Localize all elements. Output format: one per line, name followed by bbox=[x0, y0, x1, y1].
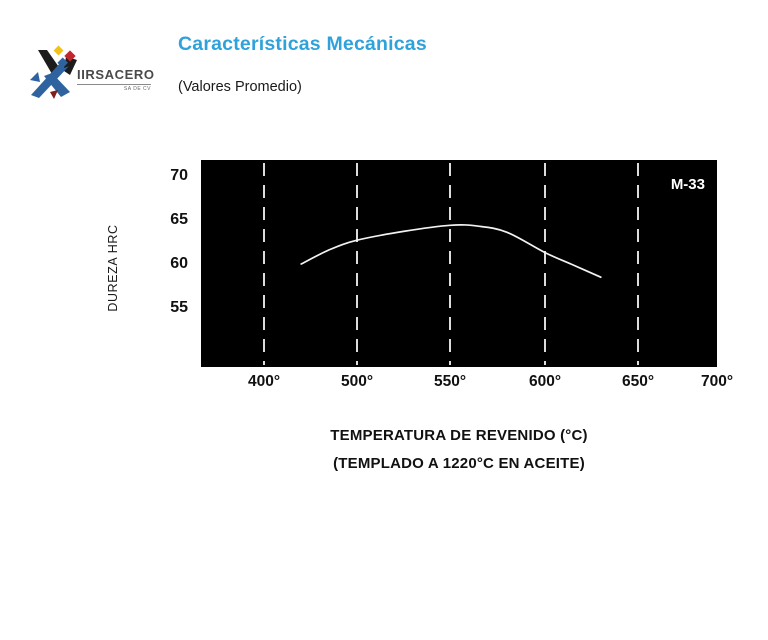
y-axis-ticks: 70 65 60 55 bbox=[146, 160, 188, 367]
y-tick-label: 55 bbox=[170, 299, 188, 316]
logo-blue-falling-bar bbox=[44, 73, 70, 97]
logo-black-bar bbox=[38, 50, 61, 74]
x-axis-title: TEMPERATURA DE REVENIDO (°C) bbox=[330, 427, 588, 444]
series-label: M-33 bbox=[671, 176, 705, 193]
plot-area: M-33 bbox=[201, 160, 717, 367]
x-axis-ticks: 400° 500° 550° 600° 650° 700° bbox=[201, 373, 733, 395]
x-axis-note: (TEMPLADO A 1220°C EN ACEITE) bbox=[333, 455, 585, 472]
x-tick-label: 600° bbox=[528, 373, 562, 390]
gridlines bbox=[263, 163, 639, 365]
logo-subtext: SA DE CV bbox=[123, 86, 151, 92]
y-tick-label: 60 bbox=[170, 255, 188, 272]
logo-maroon-accent bbox=[50, 90, 58, 99]
page-subtitle: (Valores Promedio) bbox=[178, 79, 302, 95]
logo-black-wedge bbox=[64, 58, 77, 75]
logo-yellow-diamond bbox=[53, 45, 64, 56]
y-axis-title: DUREZA HRC bbox=[106, 224, 120, 312]
x-tick-label: 700° bbox=[700, 373, 734, 390]
iirsacero-logo: IIRSACERO SA DE CV bbox=[77, 67, 154, 92]
x-tick-label: 550° bbox=[433, 373, 467, 390]
logo-black-arrow-tip bbox=[64, 57, 75, 68]
x-tick-label: 400° bbox=[247, 373, 281, 390]
y-tick-label: 65 bbox=[170, 211, 188, 228]
y-tick-label: 70 bbox=[170, 167, 188, 184]
iirsacero-logo-icon bbox=[30, 45, 77, 99]
tempering-chart: M-33 bbox=[201, 160, 717, 367]
hardness-curve bbox=[300, 224, 602, 279]
page-title: Características Mecánicas bbox=[178, 33, 427, 55]
plot-background bbox=[201, 160, 717, 367]
logo-text: IIRSACERO bbox=[77, 67, 154, 85]
x-tick-label: 650° bbox=[621, 373, 655, 390]
x-tick-label: 500° bbox=[340, 373, 374, 390]
logo-blue-arrowhead bbox=[30, 72, 40, 82]
